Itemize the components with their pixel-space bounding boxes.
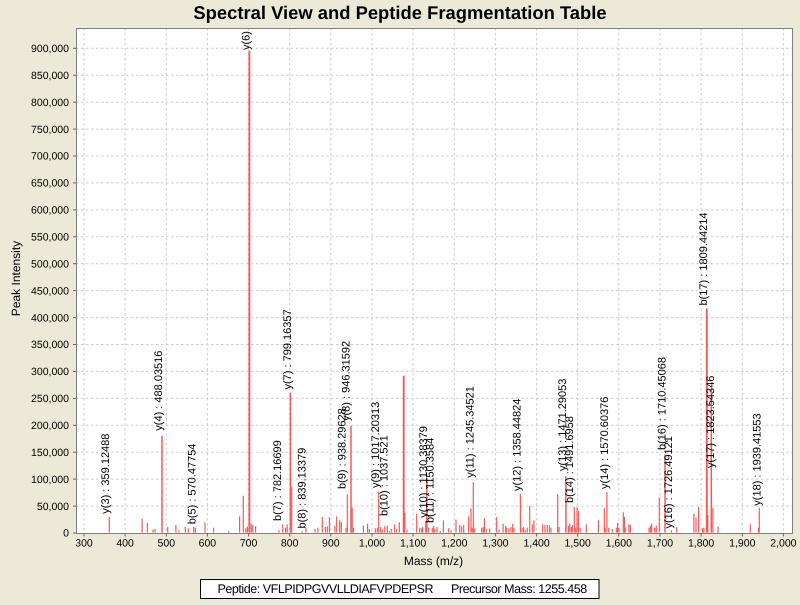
svg-text:50,000: 50,000 <box>37 501 69 513</box>
svg-text:2,000: 2,000 <box>770 538 796 550</box>
svg-text:450,000: 450,000 <box>31 285 69 297</box>
svg-text:y(17) : 1823.54346: y(17) : 1823.54346 <box>705 376 717 468</box>
svg-text:1,900: 1,900 <box>729 538 755 550</box>
svg-text:y(6) : 701.46829: y(6) : 701.46829 <box>241 0 253 50</box>
svg-text:y(16) : 1726.49121: y(16) : 1726.49121 <box>663 436 675 528</box>
svg-text:600: 600 <box>199 538 217 550</box>
svg-text:900: 900 <box>322 538 340 550</box>
svg-text:Mass (m/z): Mass (m/z) <box>404 554 463 568</box>
svg-text:600,000: 600,000 <box>31 205 69 217</box>
svg-text:800: 800 <box>281 538 299 550</box>
svg-text:700,000: 700,000 <box>31 151 69 163</box>
svg-text:b(10) : 1037.521: b(10) : 1037.521 <box>379 435 391 516</box>
svg-text:700: 700 <box>240 538 258 550</box>
svg-text:550,000: 550,000 <box>31 232 69 244</box>
svg-text:1,300: 1,300 <box>482 538 508 550</box>
svg-text:y(10) : 1130.38379: y(10) : 1130.38379 <box>418 426 430 518</box>
svg-text:y(9) : 1017.20313: y(9) : 1017.20313 <box>370 402 382 488</box>
svg-text:y(4) : 488.03516: y(4) : 488.03516 <box>153 351 165 431</box>
svg-text:800,000: 800,000 <box>31 97 69 109</box>
svg-text:1,400: 1,400 <box>523 538 549 550</box>
svg-text:Peptide: VFLPIDPGVVLLDIAFVPDEP: Peptide: VFLPIDPGVVLLDIAFVPDEPSR <box>218 582 434 596</box>
svg-text:650,000: 650,000 <box>31 178 69 190</box>
svg-text:850,000: 850,000 <box>31 70 69 82</box>
svg-text:1,800: 1,800 <box>688 538 714 550</box>
svg-text:b(8) : 839.13379: b(8) : 839.13379 <box>297 448 309 529</box>
svg-text:b(11) : 1150.3584: b(11) : 1150.3584 <box>425 438 437 523</box>
svg-text:350,000: 350,000 <box>31 339 69 351</box>
svg-text:b(9) : 938.29628: b(9) : 938.29628 <box>337 408 349 489</box>
svg-text:1,500: 1,500 <box>565 538 591 550</box>
svg-text:1,200: 1,200 <box>441 538 467 550</box>
svg-text:y(3) : 359.12488: y(3) : 359.12488 <box>100 434 112 514</box>
svg-text:y(8) : 946.31592: y(8) : 946.31592 <box>340 341 352 421</box>
svg-text:300,000: 300,000 <box>31 366 69 378</box>
svg-text:b(16) : 1710.45068: b(16) : 1710.45068 <box>657 357 669 450</box>
svg-text:250,000: 250,000 <box>31 393 69 405</box>
svg-text:b(14) : 1491.6958: b(14) : 1491.6958 <box>564 416 576 503</box>
svg-text:y(11) : 1245.34521: y(11) : 1245.34521 <box>465 386 477 478</box>
svg-text:400,000: 400,000 <box>31 312 69 324</box>
svg-text:0: 0 <box>63 528 69 540</box>
svg-text:900,000: 900,000 <box>31 43 69 55</box>
svg-text:1,000: 1,000 <box>359 538 385 550</box>
svg-text:150,000: 150,000 <box>31 447 69 459</box>
svg-text:500,000: 500,000 <box>31 258 69 270</box>
svg-text:Spectral View and Peptide Frag: Spectral View and Peptide Fragmentation … <box>193 2 606 23</box>
svg-text:1,700: 1,700 <box>647 538 673 550</box>
svg-text:Precursor Mass: 1255.458: Precursor Mass: 1255.458 <box>451 582 587 596</box>
svg-text:y(18) : 1939.41553: y(18) : 1939.41553 <box>751 413 763 505</box>
svg-text:b(17) : 1809.44214: b(17) : 1809.44214 <box>698 213 710 306</box>
svg-text:1,100: 1,100 <box>400 538 426 550</box>
svg-text:500: 500 <box>158 538 176 550</box>
svg-text:1,600: 1,600 <box>606 538 632 550</box>
svg-text:400: 400 <box>116 538 134 550</box>
svg-text:300: 300 <box>75 538 93 550</box>
svg-text:Peak Intensity: Peak Intensity <box>9 241 23 316</box>
svg-text:y(13) : 1471.29053: y(13) : 1471.29053 <box>557 379 569 471</box>
svg-text:y(14) : 1570.60376: y(14) : 1570.60376 <box>599 397 611 489</box>
svg-text:b(5) : 570.47754: b(5) : 570.47754 <box>187 444 199 525</box>
svg-text:y(12) : 1358.44824: y(12) : 1358.44824 <box>512 399 524 491</box>
svg-text:y(7) : 799.16357: y(7) : 799.16357 <box>282 309 294 389</box>
svg-text:750,000: 750,000 <box>31 124 69 136</box>
svg-text:200,000: 200,000 <box>31 420 69 432</box>
svg-text:b(7) : 782.16699: b(7) : 782.16699 <box>272 440 284 521</box>
svg-text:100,000: 100,000 <box>31 474 69 486</box>
